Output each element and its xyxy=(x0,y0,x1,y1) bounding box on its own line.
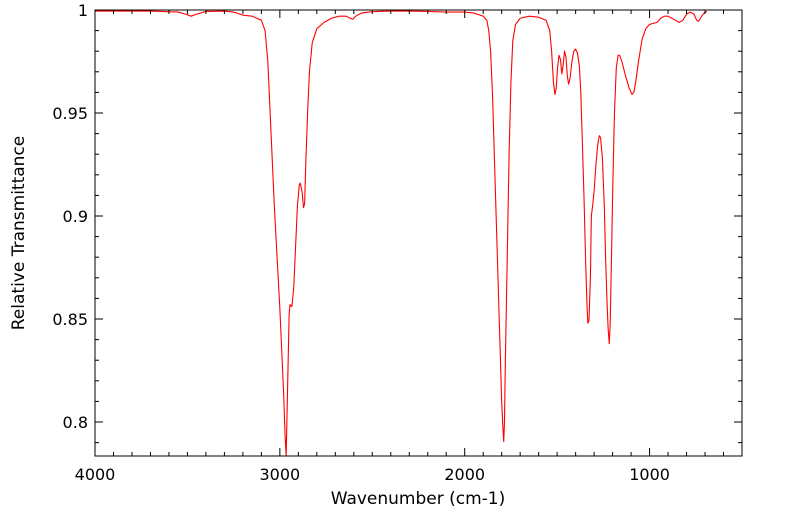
ticks-layer xyxy=(94,9,743,456)
y-axis-label: Relative Transmittance xyxy=(9,136,29,331)
x-tick-labels: 4000 3000 2000 1000 xyxy=(75,465,670,484)
y-tick-label: 0.9 xyxy=(63,207,88,226)
y-tick-labels: 1 0.95 0.9 0.85 0.8 xyxy=(52,1,88,432)
x-axis-label: Wavenumber (cm-1) xyxy=(331,489,506,509)
x-tick-label: 4000 xyxy=(75,465,116,484)
y-tick-label: 0.8 xyxy=(63,413,88,432)
plot-area xyxy=(94,9,743,457)
y-tick-label: 1 xyxy=(78,1,88,20)
y-tick-label: 0.95 xyxy=(52,104,88,123)
plot-frame xyxy=(94,9,743,457)
series-layer xyxy=(95,10,708,457)
x-tick-label: 2000 xyxy=(444,465,485,484)
x-tick-label: 1000 xyxy=(629,465,670,484)
x-tick-label: 3000 xyxy=(259,465,300,484)
y-tick-label: 0.85 xyxy=(52,310,88,329)
series-line-1 xyxy=(95,10,708,457)
